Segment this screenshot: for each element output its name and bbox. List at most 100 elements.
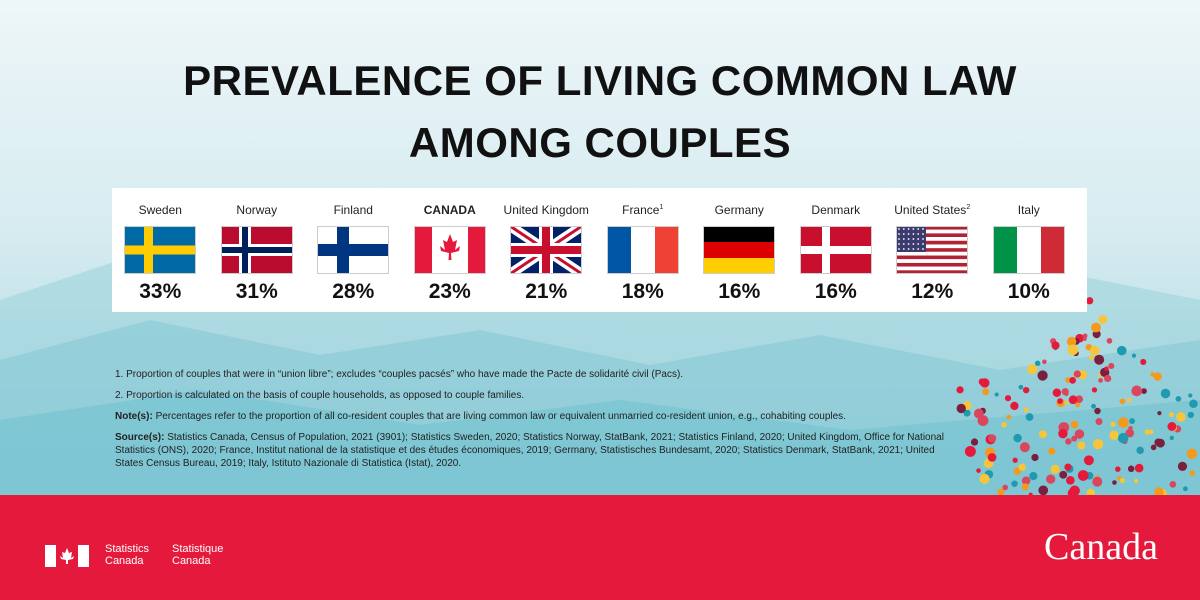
footnote: 1. Proportion of couples that were in “u… (115, 369, 684, 380)
decor-dot (1098, 315, 1108, 324)
decor-dot (1094, 354, 1105, 365)
decor-dot (1086, 488, 1096, 495)
decor-dot (1018, 384, 1024, 390)
decor-dot (1156, 438, 1165, 448)
country: Denmark 16% (788, 188, 885, 312)
country-name: Sweden (112, 203, 209, 219)
decor-dot (1175, 396, 1182, 402)
flag-wrap (498, 226, 595, 274)
decor-dot (1058, 428, 1068, 439)
decor-dot (1059, 470, 1068, 479)
decor-dot (1140, 358, 1147, 365)
decor-dot (1011, 480, 1018, 487)
decor-dot (994, 392, 999, 397)
percentage: 10% (1007, 280, 1050, 303)
flag-wrap (209, 226, 306, 274)
decor-dot (1106, 338, 1113, 344)
decor-dot (1098, 378, 1103, 383)
decor-dot (1064, 463, 1072, 471)
flag-wrap (884, 226, 981, 274)
decor-dot (1169, 480, 1177, 488)
decor-dot (1182, 486, 1188, 492)
flag-wrap (305, 226, 402, 274)
logo-flag (45, 545, 89, 567)
country: Finland 28% (305, 188, 402, 312)
decor-dot (1169, 435, 1174, 441)
note-label: Note(s): (115, 411, 153, 422)
decor-dot (1048, 447, 1056, 455)
decor-dot (1109, 430, 1119, 440)
footnote: 2. Proportion is calculated on the basis… (115, 390, 525, 401)
country: United Kingdom 21% (498, 188, 595, 312)
country-label: Denmark (811, 203, 861, 217)
country: Norway 31% (209, 188, 306, 312)
decor-dot (1133, 478, 1139, 484)
flag-wrap (691, 226, 788, 274)
percentage: 33% (139, 280, 182, 303)
decor-dot (1091, 387, 1098, 393)
footer: Statistics Canada Statistique Canada Canad… (0, 495, 1200, 600)
decor-dot (1150, 444, 1157, 451)
decor-dot (1029, 471, 1038, 481)
country-label: Norway (236, 203, 278, 217)
flag-wrap (788, 226, 885, 274)
decor-dot (1068, 395, 1078, 405)
decor-dot (1074, 429, 1085, 439)
decor-dot (1052, 388, 1062, 397)
decor-dot (1094, 407, 1101, 415)
decor-dot (1006, 414, 1012, 420)
decor-dot (1019, 442, 1030, 453)
decor-dot (1001, 421, 1007, 428)
agency-line: Statistique (172, 543, 224, 555)
decor-dot (1131, 353, 1137, 358)
decor-dot (1125, 428, 1135, 438)
decor-dot (1089, 345, 1100, 356)
country-name: Italy (981, 203, 1078, 219)
decor-dot (1186, 448, 1198, 459)
country-label: Finland (333, 203, 373, 217)
decor-dot (1002, 484, 1009, 491)
notes: 1. Proportion of couples that were in “u… (115, 368, 945, 478)
country-name: Norway (209, 203, 306, 219)
flag-wrap (112, 226, 209, 274)
decor-dot (1129, 418, 1136, 424)
agency-line: Canada (172, 555, 211, 567)
decor-dot (1013, 433, 1022, 443)
flag (703, 226, 776, 274)
decor-dot (1134, 463, 1144, 473)
decor-dot (1021, 483, 1029, 491)
percentage: 18% (621, 280, 664, 303)
decor-dot (1022, 386, 1030, 394)
decor-dot (1069, 485, 1080, 495)
flag (799, 226, 872, 274)
country: United States2 12% (884, 188, 981, 312)
decor-dot (1110, 421, 1116, 427)
percentage: 23% (428, 280, 471, 303)
agency-en: Statistics Canada (105, 543, 149, 567)
decor-dot (1136, 446, 1144, 455)
decor-dot (1070, 420, 1079, 429)
decor-dot (1018, 463, 1026, 471)
flag (992, 226, 1065, 274)
decor-dot (1153, 372, 1162, 381)
decor-dot (1083, 455, 1094, 466)
decor-dot (1067, 344, 1079, 356)
flag (317, 226, 390, 274)
decor-dot (1168, 412, 1174, 418)
decor-dot (1051, 341, 1060, 350)
decor-dot (956, 386, 964, 394)
percentage: 21% (525, 280, 568, 303)
decor-dot (1188, 393, 1193, 398)
flag-wrap (595, 226, 692, 274)
decor-dot (1119, 398, 1126, 405)
source: Source(s): Statistics Canada, Census of … (115, 431, 945, 470)
decor-dot (979, 473, 990, 484)
decor-dot (1012, 457, 1018, 463)
decor-dot (1010, 401, 1019, 411)
decor-dot (1066, 475, 1075, 485)
decor-dot (982, 388, 990, 396)
flag-wrap (402, 226, 499, 274)
country-label: Sweden (138, 203, 182, 217)
percentage: 16% (718, 280, 761, 303)
